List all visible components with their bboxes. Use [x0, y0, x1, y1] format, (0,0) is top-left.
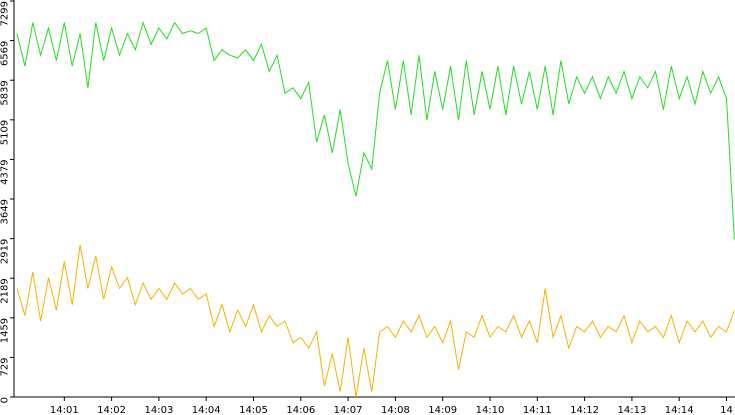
y-tick-label: 6569	[0, 41, 10, 66]
x-tick-label: 14:13	[617, 405, 646, 415]
series-line	[16, 245, 735, 398]
x-tick-label: 14:11	[523, 405, 552, 415]
x-tick-label: 14:01	[50, 405, 79, 415]
y-tick-label: 1459	[0, 318, 10, 343]
y-tick-label: 729	[0, 357, 10, 376]
y-tick-label: 5839	[0, 80, 10, 105]
y-tick-label: 4379	[0, 159, 10, 184]
y-tick-label: 7299	[0, 1, 10, 26]
x-tick-label: 14:12	[570, 405, 599, 415]
y-tick-label: 5109	[0, 120, 10, 145]
x-tick-label: 14:05	[239, 405, 268, 415]
x-tick-label: 14:08	[381, 405, 410, 415]
series-line	[16, 20, 735, 240]
x-tick-label: 14:03	[144, 405, 173, 415]
y-tick-label: 0	[0, 397, 10, 403]
x-tick-label: 14:14	[665, 405, 694, 415]
y-tick-label: 2189	[0, 278, 10, 303]
x-tick-label: 14:02	[97, 405, 126, 415]
x-tick-label: 14:04	[192, 405, 221, 415]
y-tick-label: 2919	[0, 239, 10, 264]
y-tick-label: 3649	[0, 199, 10, 224]
x-tick-label: 14:07	[334, 405, 363, 415]
x-tick-label: 14	[720, 405, 733, 415]
x-tick-label: 14:10	[476, 405, 505, 415]
x-tick-label: 14:06	[286, 405, 315, 415]
x-tick-label: 14:09	[428, 405, 457, 415]
